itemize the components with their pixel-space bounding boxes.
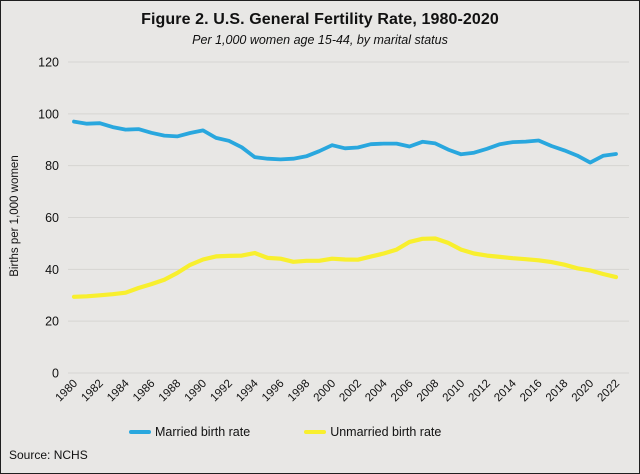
y-tick-label-80: 80	[45, 159, 59, 173]
legend-label-married: Married birth rate	[155, 425, 251, 439]
source-note: Source: NCHS	[9, 448, 88, 462]
x-tick-label-1992: 1992	[208, 378, 235, 405]
x-tick-label-1984: 1984	[105, 377, 132, 404]
x-tick-label-2020: 2020	[570, 378, 597, 405]
x-tick-label-1988: 1988	[157, 378, 184, 405]
legend-item-married: Married birth rate	[129, 425, 250, 439]
x-tick-label-2008: 2008	[415, 378, 442, 405]
x-tick-label-1982: 1982	[79, 378, 106, 405]
y-tick-label-120: 120	[38, 56, 59, 70]
chart-subtitle: Per 1,000 women age 15-44, by marital st…	[192, 33, 448, 47]
legend-item-unmarried: Unmarried birth rate	[304, 425, 441, 439]
line-series-unmarried	[71, 236, 619, 299]
x-tick-label-1998: 1998	[286, 378, 313, 405]
line-series-married	[72, 119, 618, 165]
x-tick-label-1994: 1994	[234, 377, 261, 404]
married-line-swatch	[129, 430, 151, 434]
y-tick-label-60: 60	[45, 211, 59, 225]
legend: Married birth rate Unmarried birth rate	[129, 425, 441, 439]
x-tick-label-1990: 1990	[183, 378, 210, 405]
x-tick-label-2000: 2000	[312, 378, 339, 405]
x-tick-label-2022: 2022	[596, 378, 623, 405]
x-tick-label-1986: 1986	[131, 378, 158, 405]
unmarried-line-swatch	[304, 430, 327, 434]
x-tick-label-1980: 1980	[54, 378, 81, 405]
x-tick-label-2014: 2014	[492, 377, 519, 404]
y-tick-label-20: 20	[45, 315, 59, 329]
chart-title: Figure 2. U.S. General Fertility Rate, 1…	[141, 11, 499, 28]
y-tick-label-0: 0	[52, 367, 59, 381]
y-tick-label-100: 100	[38, 107, 59, 121]
x-tick-label-1996: 1996	[260, 378, 287, 405]
x-tick-label-2004: 2004	[363, 377, 390, 404]
x-tick-label-2012: 2012	[466, 378, 493, 405]
y-tick-label-40: 40	[45, 263, 59, 277]
x-tick-label-2006: 2006	[389, 378, 416, 405]
x-tick-label-2016: 2016	[518, 378, 545, 405]
x-tick-label-2010: 2010	[441, 378, 468, 405]
legend-label-unmarried: Unmarried birth rate	[330, 425, 442, 439]
x-tick-label-2018: 2018	[544, 378, 571, 405]
x-tick-label-2002: 2002	[337, 378, 364, 405]
